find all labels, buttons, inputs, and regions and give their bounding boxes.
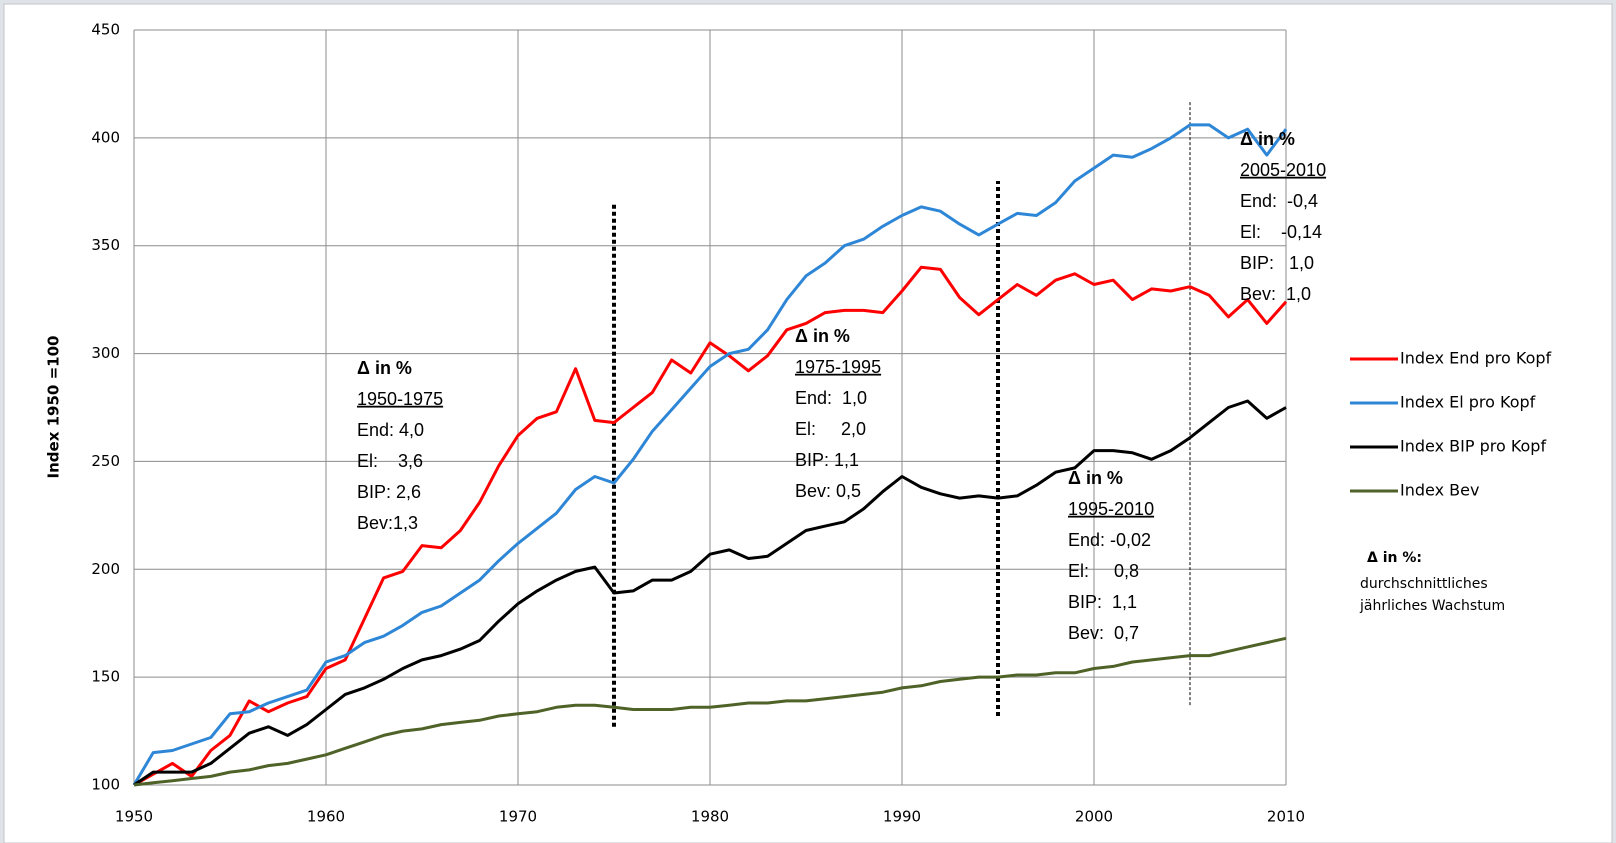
annotation-line: BIP: 1,0: [1240, 253, 1314, 273]
y-tick-label: 250: [91, 452, 120, 470]
y-tick-label: 350: [91, 236, 120, 254]
x-tick-label: 1950: [115, 808, 153, 826]
annotation-period: 1975-1995: [795, 357, 881, 377]
y-tick-label: 100: [91, 776, 120, 794]
series-line: [133, 265, 1288, 787]
annotation-line: El: -0,14: [1240, 222, 1322, 242]
series-line: [132, 123, 1288, 786]
legend-label: Index El pro Kopf: [1400, 393, 1536, 412]
annotation-period: 1995-2010: [1068, 499, 1154, 519]
legend-label: Index BIP pro Kopf: [1400, 437, 1546, 456]
x-tick-label: 1980: [691, 808, 729, 826]
annotation-heading: Δ in %: [795, 326, 850, 346]
annotation-line: End: -0,4: [1240, 191, 1318, 211]
annotation-line: Bev: 1,0: [1240, 284, 1311, 304]
annotation-heading: Δ in %: [357, 358, 412, 378]
y-tick-label: 450: [91, 21, 120, 39]
annotation-line: End: 4,0: [357, 420, 424, 440]
annotation-line: El: 3,6: [357, 451, 423, 471]
x-tick-label: 2010: [1267, 808, 1305, 826]
annotation-line: BIP: 1,1: [795, 450, 859, 470]
annotation-line: Bev:1,3: [357, 513, 418, 533]
annotation-line: End: 1,0: [795, 388, 867, 408]
annotation-line: BIP: 1,1: [1068, 592, 1137, 612]
y-tick-label: 400: [91, 128, 120, 146]
annotation-heading: Δ in %: [1240, 129, 1295, 149]
y-tick-label: 200: [91, 560, 120, 578]
annotation-line: Bev: 0,7: [1068, 623, 1139, 643]
x-tick-label: 1970: [499, 808, 537, 826]
annotation-period: 2005-2010: [1240, 160, 1326, 180]
y-tick-label: 150: [91, 668, 120, 686]
note-heading: Δ in %:: [1367, 550, 1422, 566]
x-tick-label: 1990: [883, 808, 921, 826]
series-line: [133, 636, 1287, 787]
y-axis-title: Index 1950 =100: [45, 336, 63, 479]
annotation-line: Bev: 0,5: [795, 481, 861, 501]
annotation-line: El: 0,8: [1068, 561, 1139, 581]
annotation-line: El: 2,0: [795, 419, 866, 439]
x-tick-label: 2000: [1075, 808, 1113, 826]
legend-label: Index Bev: [1400, 481, 1479, 500]
note-line: durchschnittliches: [1360, 576, 1488, 592]
annotation-period: 1950-1975: [357, 389, 443, 409]
x-tick-label: 1960: [307, 808, 345, 826]
note-line: jährliches Wachstum: [1359, 598, 1505, 614]
annotation-line: BIP: 2,6: [357, 482, 421, 502]
annotation-heading: Δ in %: [1068, 468, 1123, 488]
series-line: [133, 399, 1287, 787]
annotation-line: End: -0,02: [1068, 530, 1151, 550]
y-tick-label: 300: [91, 344, 120, 362]
legend-label: Index End pro Kopf: [1400, 349, 1552, 368]
